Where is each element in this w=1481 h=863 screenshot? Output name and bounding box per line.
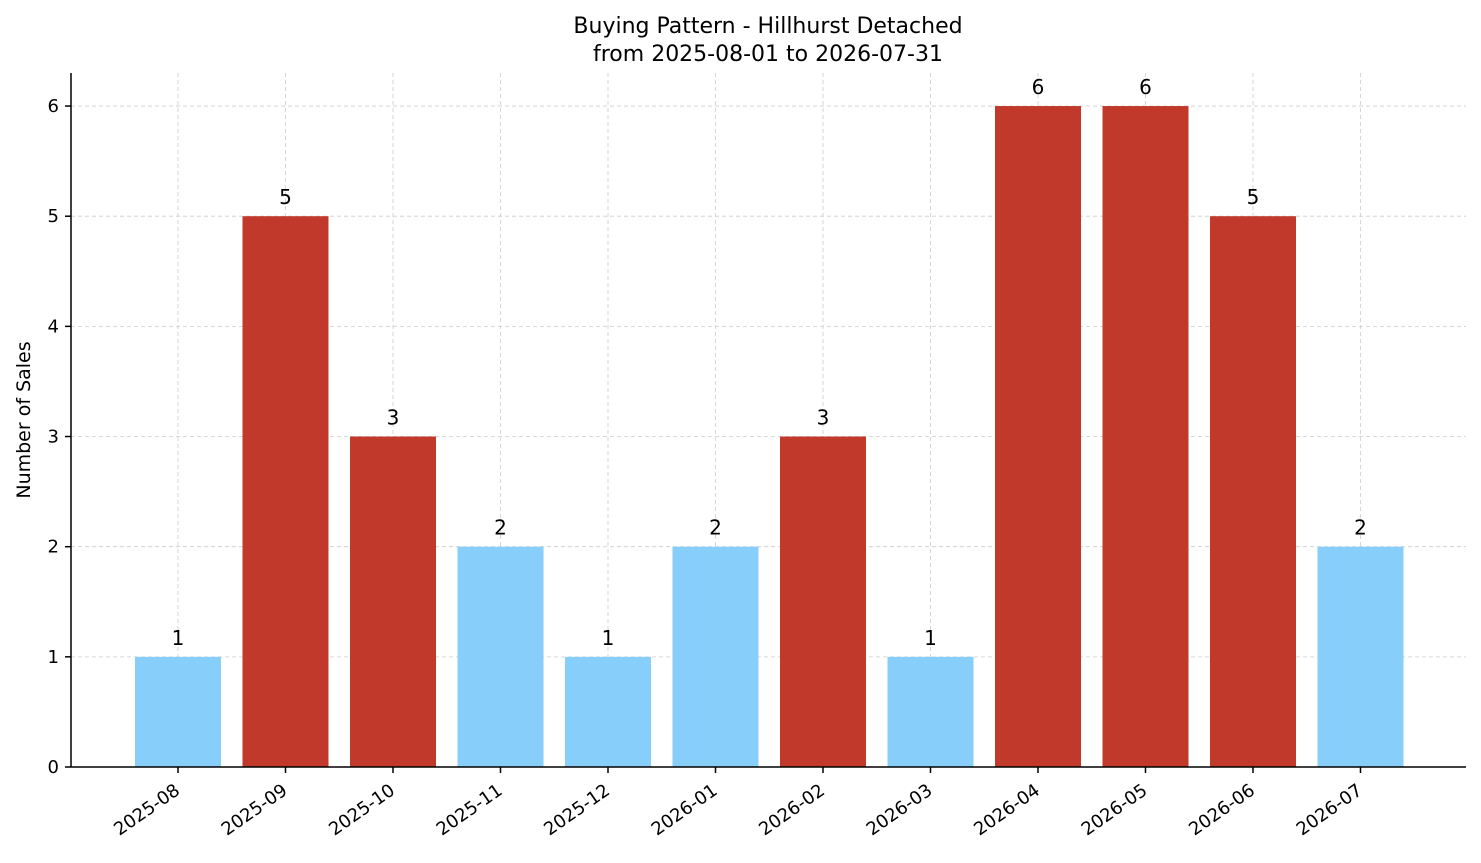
data-label: 2 xyxy=(494,516,507,540)
data-label: 6 xyxy=(1139,75,1152,99)
y-axis-ticks: 0 1 2 3 4 5 6 xyxy=(48,96,71,778)
bars xyxy=(135,106,1404,768)
data-label: 1 xyxy=(924,626,937,650)
x-tick-label: 2025-09 xyxy=(218,780,292,840)
x-tick-label: 2026-01 xyxy=(648,780,722,840)
data-label: 5 xyxy=(1247,185,1260,209)
y-tick-label: 2 xyxy=(48,537,59,558)
bar xyxy=(457,546,544,767)
y-tick-label: 0 xyxy=(48,757,59,778)
data-label: 3 xyxy=(817,406,830,430)
x-axis-ticks: 2025-08 2025-09 2025-10 2025-11 2025-12 2026-… xyxy=(110,767,1366,840)
y-tick-label: 5 xyxy=(48,206,59,227)
chart-title: Buying Pattern - Hillhurst Detached xyxy=(573,14,962,39)
bar xyxy=(135,656,221,767)
x-tick-label: 2026-05 xyxy=(1078,780,1152,840)
x-tick-label: 2025-11 xyxy=(433,780,507,840)
y-tick-label: 4 xyxy=(48,316,59,337)
data-label: 1 xyxy=(602,626,615,650)
x-tick-label: 2026-02 xyxy=(755,780,829,840)
bar xyxy=(780,436,866,767)
bar xyxy=(1317,546,1404,767)
chart-subtitle: from 2025-08-01 to 2026-07-31 xyxy=(593,42,943,67)
data-label: 2 xyxy=(1354,516,1367,540)
bar xyxy=(672,546,759,767)
bar xyxy=(350,436,436,767)
data-labels: 1 5 3 2 1 2 3 1 6 6 5 2 xyxy=(172,75,1367,650)
data-label: 5 xyxy=(279,185,292,209)
y-tick-label: 3 xyxy=(48,427,59,448)
bar xyxy=(565,656,651,767)
x-tick-label: 2025-08 xyxy=(110,780,184,840)
x-tick-label: 2026-04 xyxy=(970,780,1044,840)
x-tick-label: 2026-03 xyxy=(863,780,937,840)
bar xyxy=(242,216,329,767)
x-tick-label: 2025-10 xyxy=(325,780,399,840)
y-tick-label: 6 xyxy=(48,96,59,117)
bar xyxy=(887,656,974,767)
data-label: 3 xyxy=(387,406,400,430)
bar xyxy=(1210,216,1296,767)
data-label: 1 xyxy=(172,626,185,650)
bar xyxy=(995,106,1081,768)
x-tick-label: 2026-06 xyxy=(1185,780,1259,840)
data-label: 2 xyxy=(709,516,722,540)
y-tick-label: 1 xyxy=(48,647,59,668)
y-axis-label: Number of Sales xyxy=(13,341,35,498)
x-tick-label: 2026-07 xyxy=(1293,780,1367,840)
data-label: 6 xyxy=(1032,75,1045,99)
bar xyxy=(1102,106,1189,768)
x-tick-label: 2025-12 xyxy=(540,780,614,840)
